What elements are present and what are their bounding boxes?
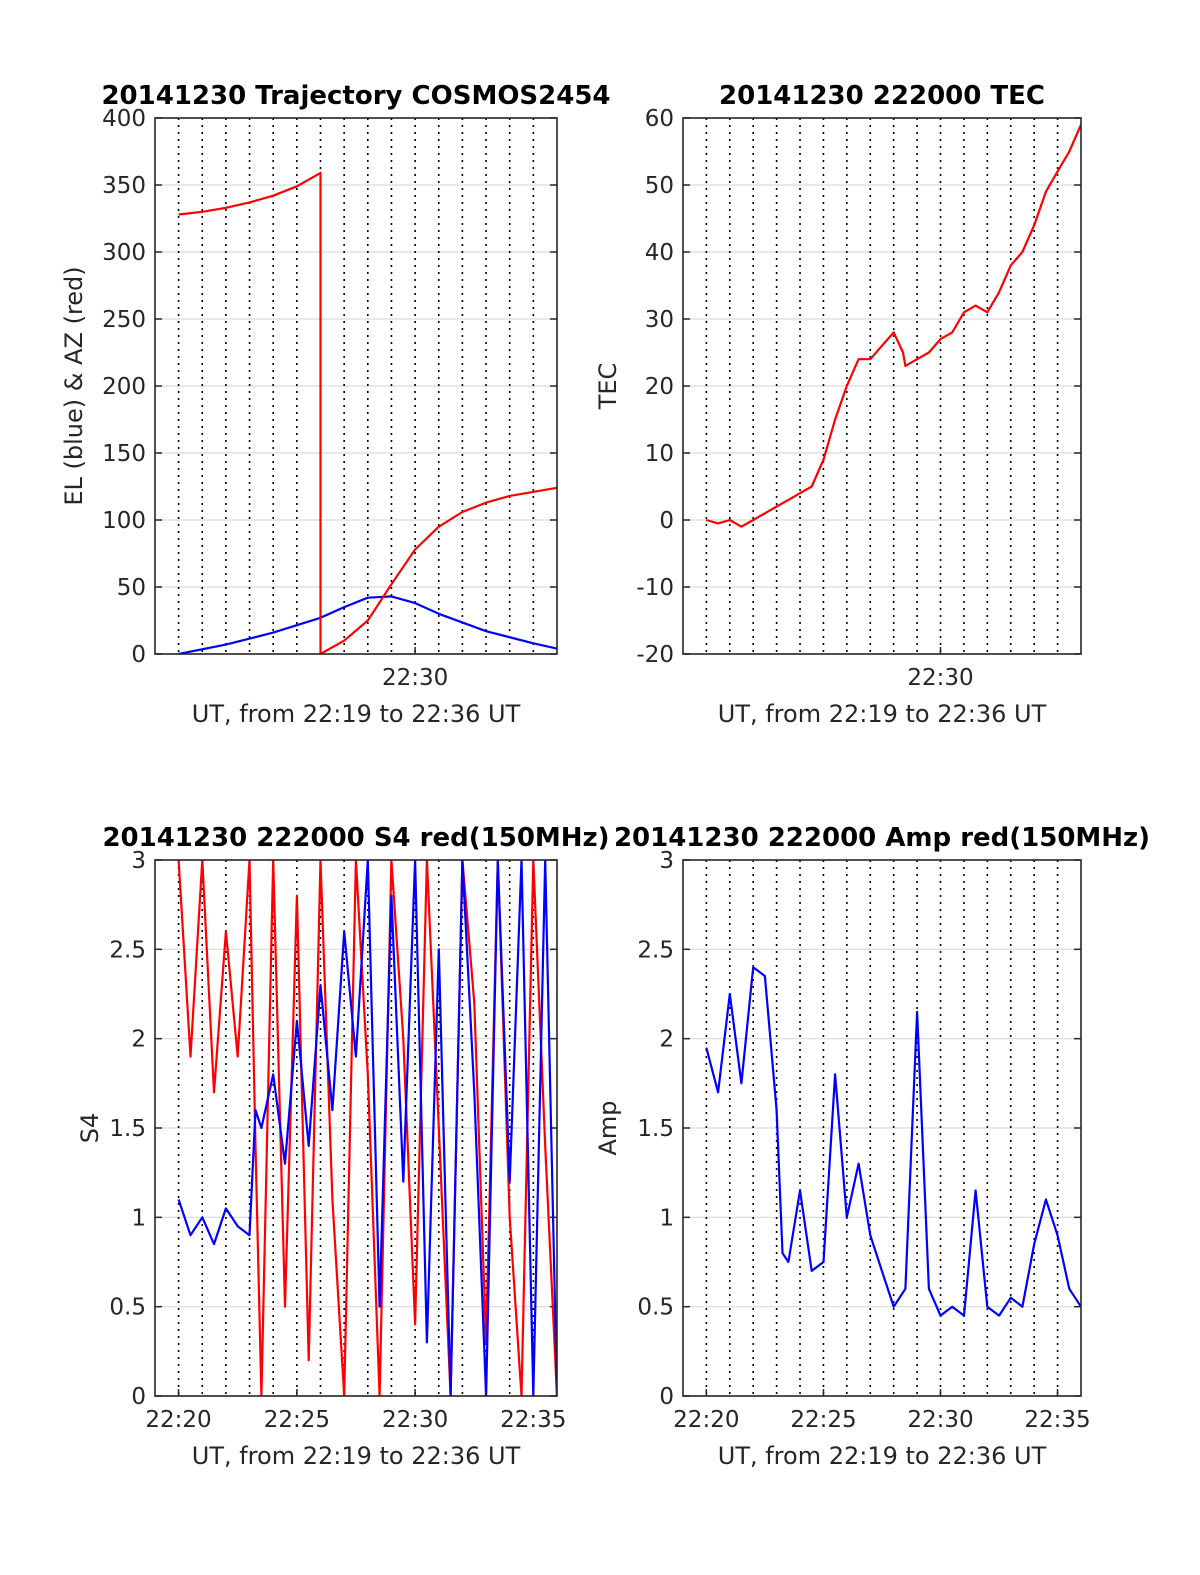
panel-trajectory: 20141230 Trajectory COSMOS2454 0 50 100 150…: [60, 81, 611, 728]
y-axis-label: EL (blue) & AZ (red): [60, 266, 88, 505]
panel-title: 20141230 222000 Amp red(150MHz): [614, 823, 1150, 853]
y-tick-label: 100: [102, 508, 146, 534]
x-tick-label: 22:20: [145, 1407, 211, 1433]
y-tick-label: 10: [645, 441, 674, 467]
x-tick-label: 22:30: [907, 1407, 973, 1433]
y-tick-label: 50: [117, 575, 146, 601]
plot-area: 0 0.5 1 1.5 2 2.5 3 22:20 22:25 22:30 22:35: [109, 848, 566, 1433]
axes-box: [154, 117, 558, 655]
y-tick-label: 2: [131, 1027, 146, 1053]
x-axis-label: UT, from 22:19 to 22:36 UT: [718, 1442, 1047, 1470]
y-tick-label: 3: [659, 848, 674, 874]
y-tick-label: 0.5: [109, 1295, 146, 1321]
y-tick-label: 0: [131, 642, 146, 668]
series-line-az: [178, 171, 557, 654]
y-tick-label: -10: [636, 575, 674, 601]
y-tick-label: 1: [659, 1205, 674, 1231]
panel-s4: 20141230 222000 S4 red(150MHz) 0 0.5 1 1.5 2…: [76, 823, 610, 1470]
x-tick-label: 22:30: [382, 1407, 448, 1433]
y-tick-label: 2.5: [637, 937, 674, 963]
y-tick-label: 0: [659, 1384, 674, 1410]
y-tick-label: 0: [659, 508, 674, 534]
y-tick-label: 400: [102, 106, 146, 132]
x-tick-label: 22:20: [673, 1407, 739, 1433]
y-tick-label: 30: [645, 307, 674, 333]
panel-title: 20141230 Trajectory COSMOS2454: [101, 81, 610, 111]
x-tick-label: 22:25: [790, 1407, 856, 1433]
y-tick-label: 150: [102, 441, 146, 467]
x-tick-label: 22:35: [1024, 1407, 1090, 1433]
panel-title: 20141230 222000 S4 red(150MHz): [102, 823, 609, 853]
y-axis-label: TEC: [594, 363, 622, 411]
panel-title: 20141230 222000 TEC: [719, 81, 1045, 111]
x-axis-label: UT, from 22:19 to 22:36 UT: [192, 1442, 521, 1470]
y-tick-label: 40: [645, 240, 674, 266]
y-tick-label: 250: [102, 307, 146, 333]
y-tick-label: 0: [131, 1384, 146, 1410]
axes-box: [682, 117, 1082, 655]
plot-area: 0 50 100 150 200 250 300 350 400 22:30: [102, 106, 558, 691]
y-axis-label: Amp: [594, 1100, 622, 1155]
y-tick-label: 3: [131, 848, 146, 874]
plot-area: 0 0.5 1 1.5 2 2.5 3 22:20 22:25 22:30 22:35: [637, 848, 1090, 1433]
x-tick-label: 22:30: [382, 665, 448, 691]
axes-box: [682, 859, 1082, 1397]
x-tick-label: 22:35: [500, 1407, 566, 1433]
y-tick-label: 0.5: [637, 1295, 674, 1321]
plot-area: -20 -10 0 10 20 30 40 50 60 22:30: [636, 106, 1082, 691]
y-tick-label: 300: [102, 240, 146, 266]
x-axis-label: UT, from 22:19 to 22:36 UT: [192, 700, 521, 728]
y-tick-label: -20: [636, 642, 674, 668]
y-tick-label: 1: [131, 1205, 146, 1231]
y-tick-label: 20: [645, 374, 674, 400]
y-tick-label: 2: [659, 1027, 674, 1053]
y-tick-label: 1.5: [637, 1116, 674, 1142]
y-tick-label: 350: [102, 173, 146, 199]
x-tick-label: 22:30: [907, 665, 973, 691]
series-line-el: [178, 595, 557, 654]
series-line-blue: [177, 860, 557, 1396]
y-axis-label: S4: [76, 1113, 104, 1144]
series-line-amp: [705, 966, 1081, 1317]
y-tick-label: 60: [645, 106, 674, 132]
y-tick-label: 2.5: [109, 937, 146, 963]
x-axis-label: UT, from 22:19 to 22:36 UT: [718, 700, 1047, 728]
y-tick-label: 1.5: [109, 1116, 146, 1142]
y-tick-label: 50: [645, 173, 674, 199]
panel-amp: 20141230 222000 Amp red(150MHz) 0 0.5 1 1.5…: [594, 823, 1150, 1470]
axes-box: [154, 859, 558, 1397]
series-line-tec: [705, 124, 1081, 528]
y-tick-label: 200: [102, 374, 146, 400]
x-tick-label: 22:25: [264, 1407, 330, 1433]
panel-tec: 20141230 222000 TEC -20 -10 0 10 20 30 40 50 60 2…: [594, 81, 1082, 728]
